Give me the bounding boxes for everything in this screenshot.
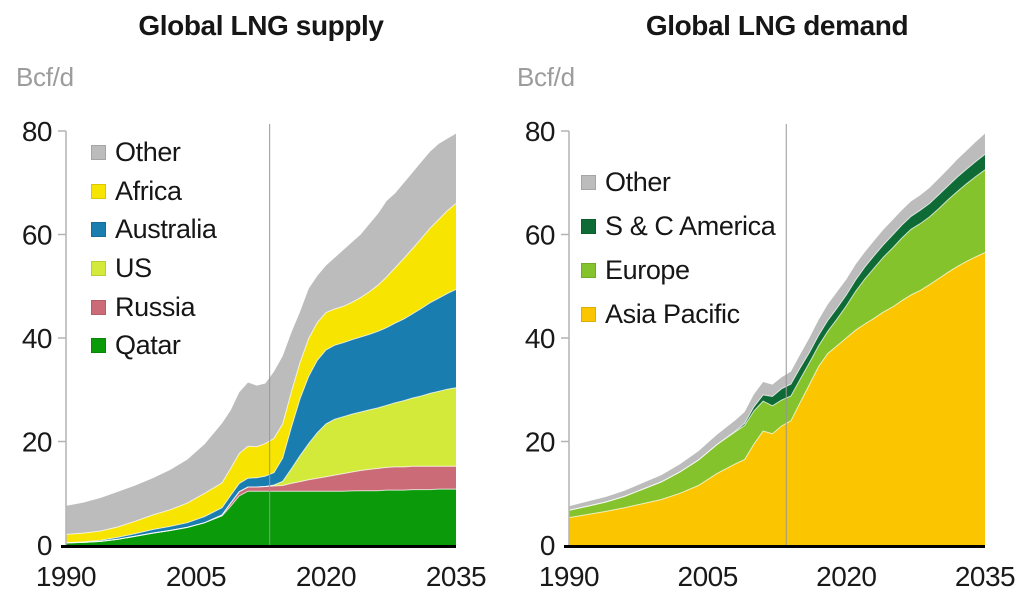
supply-band-edge-line [65,203,457,535]
demand-y-tick-label: 0 [540,530,555,561]
demand-legend-label-s-c-america: S & C America [605,210,776,241]
supply-legend-swatch-russia [91,299,106,315]
supply-legend-label-qatar: Qatar [115,330,181,361]
supply-legend-swatch-africa [91,183,106,199]
supply-x-tick-label: 2005 [166,561,226,592]
supply-legend-swatch-qatar [91,338,106,354]
supply-y-tick-label: 40 [22,323,52,354]
demand-x-tick-label: 2035 [955,561,1015,592]
supply-y-tick-label: 20 [22,427,52,458]
demand-legend-item-europe: Europe [581,248,775,292]
supply-legend-label-australia: Australia [115,214,217,245]
demand-legend-swatch-other [581,174,596,190]
supply-legend-item-other: Other [91,133,216,172]
supply-x-tick-label: 2035 [426,561,486,592]
demand-legend-item-other: Other [581,160,775,204]
supply-band-edge-line [65,288,457,544]
supply-chart-title: Global LNG supply [138,10,384,41]
demand-band-edge-line [568,252,986,519]
supply-y-tick-label: 0 [37,530,52,561]
demand-chart-title: Global LNG demand [645,10,909,41]
demand-legend-swatch-asia-pacific [581,306,596,322]
demand-x-tick-label: 2005 [678,561,738,592]
demand-legend-swatch-europe [581,262,596,278]
supply-area-us [66,387,456,543]
supply-y-tick-label: 60 [22,220,52,251]
supply-y-tick-label: 80 [22,116,52,147]
demand-y-tick-label: 80 [525,116,555,147]
supply-legend-swatch-australia [91,222,106,238]
supply-legend-item-qatar: Qatar [91,326,216,365]
supply-legend-item-africa: Africa [91,172,216,211]
demand-x-tick-label: 1990 [539,561,599,592]
supply-x-tick-label: 2020 [296,561,356,592]
supply-legend: Other Africa Australia US Russia Qatar [91,133,217,365]
demand-y-axis-unit-label: Bcf/d [517,62,575,92]
supply-legend-item-us: US [91,249,216,288]
supply-area-other [66,133,456,535]
demand-legend: Other S & C America Europe Asia Pacific [581,160,776,336]
supply-area-australia [66,289,456,543]
demand-y-tick-label: 20 [525,427,555,458]
supply-legend-label-us: US [115,252,152,283]
supply-legend-swatch-us [91,260,106,276]
supply-legend-swatch-other [91,144,106,160]
demand-band-edge-line [568,153,986,511]
supply-y-axis-unit-label: Bcf/d [16,62,74,92]
demand-x-tick-label: 2020 [816,561,876,592]
demand-legend-label-other: Other [605,166,671,197]
supply-area-russia [66,466,456,543]
supply-legend-label-russia: Russia [115,291,196,322]
demand-legend-item-asia-pacific: Asia Pacific [581,292,775,336]
supply-area-qatar [66,489,456,545]
supply-legend-label-africa: Africa [115,175,182,206]
demand-area-asia-pacific [569,252,985,545]
supply-legend-item-russia: Russia [91,288,216,327]
demand-legend-swatch-s-c-america [581,218,596,234]
supply-legend-item-australia: Australia [91,210,217,249]
supply-legend-label-other: Other [115,136,181,167]
supply-area-africa [66,203,456,543]
demand-y-tick-label: 60 [525,220,555,251]
supply-band-edge-line [65,387,457,544]
demand-legend-item-s-c-america: S & C America [581,204,776,248]
demand-y-tick-label: 40 [525,323,555,354]
demand-legend-label-europe: Europe [605,254,690,285]
demand-legend-label-asia-pacific: Asia Pacific [605,298,740,329]
supply-x-tick-label: 1990 [36,561,96,592]
